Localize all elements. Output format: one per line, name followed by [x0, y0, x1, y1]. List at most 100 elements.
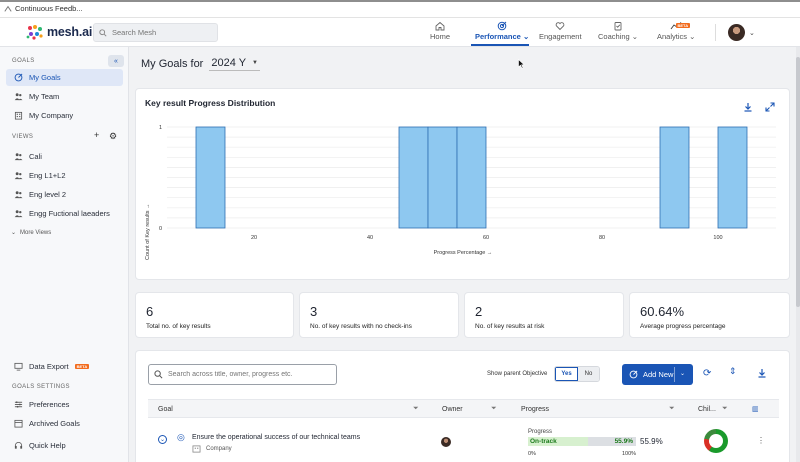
goal-title[interactable]: Ensure the operational success of our te…	[192, 434, 361, 441]
stat-label: Total no. of key results	[146, 323, 211, 330]
more-views-label: More Views	[20, 229, 52, 236]
mesh-logo-icon	[26, 25, 43, 40]
goals-search-input[interactable]	[168, 371, 328, 378]
nav-analytics-label: Analytics ⌄	[657, 32, 696, 41]
progress-status: On-track	[530, 438, 557, 445]
sidebar-item-my-company[interactable]: My Company	[6, 107, 123, 124]
histogram-bar	[659, 126, 690, 229]
chart-bars	[195, 126, 748, 229]
table-row[interactable]: ⌄ ◎ Ensure the operational success of ou…	[148, 420, 779, 462]
collapse-all-button[interactable]: ⇕	[729, 366, 737, 377]
global-search[interactable]	[93, 23, 218, 42]
columns-config-button[interactable]: ▥	[752, 405, 759, 413]
goals-search[interactable]	[148, 364, 337, 385]
target-icon	[497, 21, 507, 31]
collapse-sidebar-button[interactable]: «	[108, 55, 124, 67]
progress-histogram: Count of Key results → Progress Percenta…	[145, 125, 776, 260]
sidebar-item-view[interactable]: Eng level 2	[6, 186, 123, 203]
team-icon	[14, 190, 23, 199]
nav-engagement[interactable]: Engagement	[539, 21, 582, 41]
filter-icon[interactable]: ⏷	[413, 405, 419, 412]
chevron-down-icon: ⌄	[689, 32, 696, 41]
logo-text: mesh.ai	[47, 25, 93, 39]
nav-coaching[interactable]: Coaching ⌄	[598, 21, 638, 41]
more-views-toggle[interactable]: ⌄ More Views	[11, 229, 52, 237]
column-owner[interactable]: Owner	[442, 406, 463, 413]
sidebar-item-preferences[interactable]: Preferences	[6, 396, 123, 413]
filter-icon[interactable]: ⏷	[669, 405, 675, 412]
column-children[interactable]: Chil...	[698, 406, 716, 413]
year-select-value: 2024 Y	[211, 57, 247, 69]
histogram-bar	[398, 126, 429, 229]
nav-performance-label: Performance ⌄	[475, 32, 530, 41]
user-avatar[interactable]	[728, 24, 745, 41]
global-search-input[interactable]	[112, 28, 207, 37]
page-title: My Goals for 2024 Y ▼	[141, 57, 260, 71]
sidebar-item-view[interactable]: Eng L1+L2	[6, 167, 123, 184]
filter-icon[interactable]: ⏷	[722, 405, 728, 412]
histogram-bar	[456, 126, 487, 229]
stat-value: 6	[146, 304, 154, 319]
sidebar-item-data-export[interactable]: Data Export BETA	[6, 358, 123, 375]
column-goal[interactable]: Goal	[158, 406, 173, 413]
download-icon	[758, 369, 766, 378]
sidebar-item-archived-goals[interactable]: Archived Goals	[6, 415, 123, 432]
nav-divider	[715, 24, 716, 41]
sidebar-item-my-team[interactable]: My Team	[6, 88, 123, 105]
children-status-donut[interactable]	[704, 429, 728, 453]
building-icon	[192, 445, 201, 453]
progress-bar: On-track 55.9%	[528, 437, 636, 446]
year-select[interactable]: 2024 Y ▼	[209, 57, 260, 71]
sidebar-item-label: Eng L1+L2	[29, 171, 66, 180]
double-chevron-left-icon: «	[114, 57, 118, 65]
progress-percent: 55.9%	[640, 437, 663, 446]
mouse-cursor-icon	[518, 59, 525, 69]
expand-row-button[interactable]: ⌄	[158, 435, 167, 444]
chevron-down-icon[interactable]: ⌄	[749, 30, 755, 37]
goal-scope: Company	[206, 446, 232, 452]
nav-analytics[interactable]: BETA Analytics ⌄	[657, 21, 695, 41]
browser-tab[interactable]: Continuous Feedb...	[4, 4, 83, 13]
progress-max: 100%	[622, 451, 637, 457]
toggle-no[interactable]: No	[578, 367, 599, 381]
sidebar-item-view[interactable]: Engg Fuctional laeaders	[6, 205, 123, 222]
help-icon	[14, 441, 23, 450]
mesh-logo[interactable]: mesh.ai	[26, 24, 92, 40]
owner-avatar[interactable]	[441, 437, 451, 447]
goals-table-card: Show parent Objective Yes No Add New ⌄ ⟳…	[135, 350, 790, 462]
team-icon	[14, 209, 23, 218]
refresh-button[interactable]: ⟳	[703, 368, 711, 379]
sliders-icon	[14, 400, 23, 409]
stat-card-at-risk: 2 No. of key results at risk	[464, 292, 624, 338]
home-icon	[435, 21, 445, 31]
progress-distribution-card: Key result Progress Distribution Count o…	[135, 88, 790, 280]
sidebar-item-view[interactable]: Cali	[6, 148, 123, 165]
browser-tab-title: Continuous Feedb...	[15, 4, 83, 13]
chevron-down-icon[interactable]: ⌄	[680, 371, 686, 377]
histogram-bar	[427, 126, 458, 229]
sidebar-item-quick-help[interactable]: Quick Help	[6, 437, 123, 454]
toggle-yes[interactable]: Yes	[555, 367, 578, 381]
chevron-down-icon: ⌄	[11, 230, 17, 236]
nav-performance[interactable]: Performance ⌄	[475, 21, 529, 41]
filter-icon[interactable]: ⏷	[491, 405, 497, 412]
stat-card-average-progress: 60.64% Average progress percentage	[629, 292, 790, 338]
sidebar-item-label: Preferences	[29, 400, 70, 409]
show-parent-label: Show parent Objective	[487, 371, 548, 377]
page-scrollbar[interactable]	[796, 47, 800, 462]
expand-chart-button[interactable]	[765, 102, 775, 115]
scrollbar-thumb[interactable]	[796, 57, 800, 307]
export-button[interactable]	[757, 368, 767, 381]
sidebar-item-label: Data Export	[29, 362, 69, 371]
add-new-button[interactable]: Add New ⌄	[622, 364, 693, 385]
sidebar-item-my-goals[interactable]: My Goals	[6, 69, 123, 86]
add-view-button[interactable]: +	[94, 130, 99, 140]
nav-engagement-label: Engagement	[539, 32, 582, 41]
download-chart-button[interactable]	[743, 102, 753, 115]
nav-home[interactable]: Home	[430, 21, 450, 41]
view-settings-button[interactable]: ⚙	[109, 131, 117, 142]
column-progress[interactable]: Progress	[521, 406, 550, 413]
search-icon	[154, 370, 163, 379]
row-menu-icon[interactable]: ⋮	[757, 436, 765, 445]
sidebar: GOALS « My Goals My Team My Company VIEW…	[0, 47, 129, 462]
